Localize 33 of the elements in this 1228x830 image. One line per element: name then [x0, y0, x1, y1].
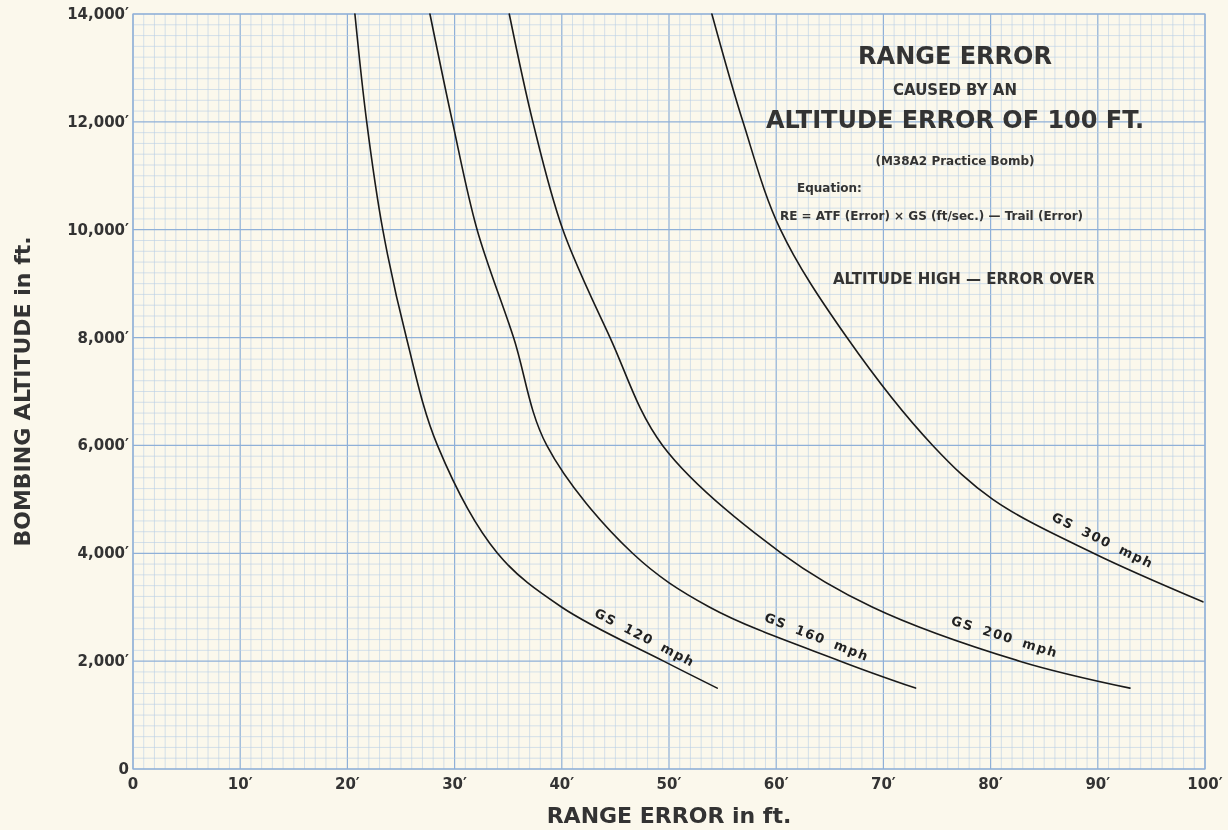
line-series	[354, 13, 719, 689]
text: CAUSED BY AN	[893, 81, 1017, 99]
text: RANGE ERROR	[858, 42, 1052, 70]
y-tick-label: 14,000′	[67, 5, 130, 23]
annotation: (M38A2 Practice Bomb)	[875, 154, 1035, 168]
x-tick-label: 30′	[442, 775, 468, 793]
y-tick-label: 6,000′	[77, 436, 130, 455]
x-tick-label: 10′	[227, 775, 253, 793]
line-series	[711, 13, 1204, 603]
y-tick-label: 0	[118, 760, 129, 778]
y-tick-label: 10,000′	[67, 220, 130, 239]
text: GS 300 mph	[1049, 509, 1157, 572]
x-tick-label: 20′	[334, 775, 360, 793]
x-tick-label: 80′	[978, 775, 1004, 793]
x-tick-label: 90′	[1085, 775, 1111, 793]
annotation: ALTITUDE ERROR OF 100 FT.	[765, 106, 1145, 134]
y-tick-label: 2,000′	[77, 652, 130, 671]
x-tick-label: 60′	[763, 775, 789, 793]
x-tick-label: 40′	[549, 775, 575, 793]
text: GS 120 mph	[591, 605, 698, 670]
text: GS 160 mph	[762, 609, 872, 665]
annotation: ALTITUDE HIGH — ERROR OVER	[833, 270, 1096, 288]
x-tick-label: 50′	[656, 775, 682, 793]
annotation: Equation:	[797, 181, 862, 195]
y-tick-label: 8,000′	[77, 328, 130, 347]
x-tick-label: 100′	[1187, 775, 1223, 793]
text: GS 200 mph	[949, 612, 1061, 661]
y-axis-title: BOMBING ALTITUDE in ft.	[10, 236, 35, 547]
y-tick-label: 12,000′	[67, 112, 130, 131]
annotation: RE = ATF (Error) × GS (ft/sec.) — Trail (Error)	[780, 209, 1084, 223]
x-axis-title: RANGE ERROR in ft.	[546, 803, 792, 828]
y-tick-label: 4,000′	[77, 544, 130, 563]
x-tick-label: 70′	[870, 775, 896, 793]
